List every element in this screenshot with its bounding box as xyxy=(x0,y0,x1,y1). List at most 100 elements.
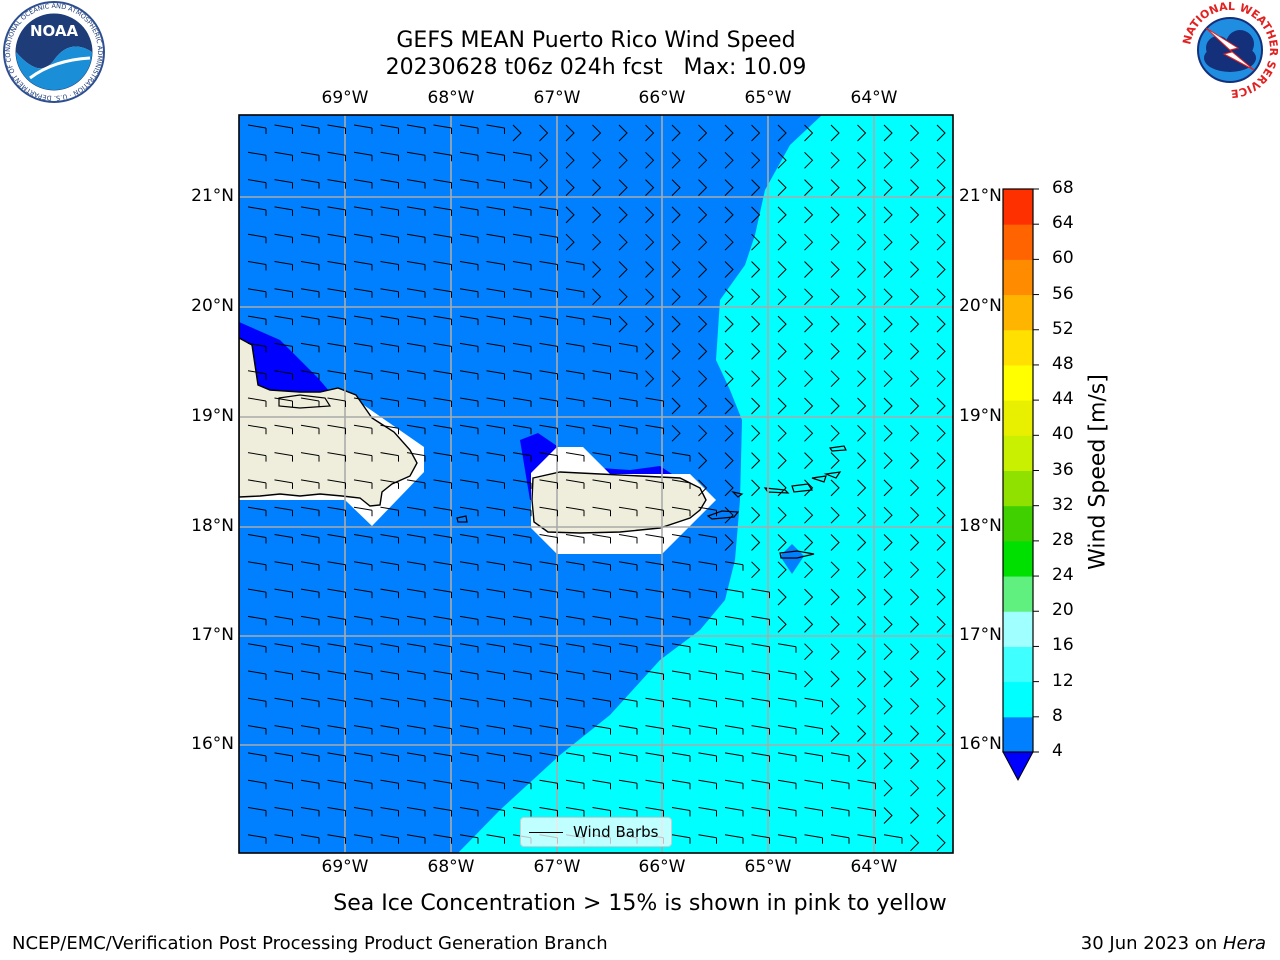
wind-barb xyxy=(883,752,893,770)
wind-barb xyxy=(565,233,575,251)
wind-barb xyxy=(274,506,293,517)
wind-barb xyxy=(830,807,850,817)
wind-barb xyxy=(671,643,691,653)
wind-barb xyxy=(592,561,611,571)
wind-barb xyxy=(380,615,399,626)
wind-barb xyxy=(671,834,691,844)
wind-barb xyxy=(777,616,787,633)
wind-barb xyxy=(274,643,293,653)
wind-barb xyxy=(592,452,611,462)
colorbar-tick-label: 60 xyxy=(1052,248,1074,269)
wind-barb xyxy=(327,807,346,817)
wind-barb xyxy=(830,752,850,762)
wind-barb xyxy=(353,424,373,435)
wind-barb xyxy=(459,206,479,216)
wind-barb xyxy=(910,725,920,742)
wind-barb xyxy=(380,261,399,271)
land-gonave xyxy=(278,394,332,409)
wind-barb xyxy=(406,834,426,844)
wind-barb xyxy=(565,288,585,298)
wind-barb xyxy=(592,506,611,517)
wind-barb xyxy=(671,807,691,817)
wind-barb xyxy=(910,834,920,852)
wind-barb xyxy=(883,452,893,469)
wind-barb xyxy=(777,588,787,606)
wind-barb xyxy=(406,424,426,435)
wind-barb xyxy=(539,779,558,790)
wind-barb xyxy=(592,124,602,142)
wind-barb xyxy=(565,261,585,271)
wind-barb xyxy=(804,506,814,524)
wind-barb xyxy=(804,725,823,735)
wind-barb xyxy=(671,506,691,517)
wind-barb xyxy=(300,561,320,571)
map-plot-area xyxy=(239,115,953,853)
wind-barb xyxy=(751,151,761,169)
wind-barb xyxy=(724,588,744,599)
lon-label-bottom: 67°W xyxy=(533,857,581,877)
wind-barb xyxy=(274,725,293,735)
colorbar-segment xyxy=(1003,611,1033,647)
lat-label-right: 21°N xyxy=(959,186,1002,206)
wind-barb xyxy=(857,288,867,306)
wind-barb xyxy=(857,670,867,688)
sea-ice-footnote: Sea Ice Concentration > 15% is shown in … xyxy=(333,891,947,916)
wind-barb xyxy=(300,725,320,735)
wind-barb xyxy=(830,206,840,224)
wind-barb xyxy=(486,643,505,653)
wind-barb xyxy=(459,807,479,817)
wind-barb xyxy=(910,452,920,469)
wind-barb xyxy=(353,342,373,353)
wind-barb xyxy=(883,561,893,579)
wind-barb xyxy=(883,670,893,688)
wind-barb xyxy=(565,342,585,353)
wind-barb xyxy=(724,615,744,626)
colorbar xyxy=(1002,188,1039,782)
lon-label-top: 65°W xyxy=(744,88,792,108)
wind-barb xyxy=(486,588,505,599)
wind-barb xyxy=(751,206,761,224)
wind-barb xyxy=(698,779,717,790)
wind-barb xyxy=(671,288,681,306)
wind-barb xyxy=(247,588,267,599)
wind-barb xyxy=(565,424,585,435)
wind-barb xyxy=(433,534,452,544)
wind-barb xyxy=(512,397,532,407)
wind-barb xyxy=(380,697,399,708)
wind-barb xyxy=(671,452,691,462)
wind-barb xyxy=(539,179,549,196)
wind-barb xyxy=(406,643,426,653)
wind-barb xyxy=(751,479,761,497)
wind-barb xyxy=(327,206,346,216)
wind-barb xyxy=(353,670,373,680)
wind-barb xyxy=(512,479,532,489)
wind-barb xyxy=(804,561,814,579)
wind-barb xyxy=(380,288,399,298)
wind-barb xyxy=(274,834,293,844)
wind-barb xyxy=(353,506,373,517)
wind-barb xyxy=(539,261,558,271)
wind-barb xyxy=(406,315,426,326)
wind-barb xyxy=(751,752,770,762)
wind-barb xyxy=(459,124,479,134)
wind-barb xyxy=(565,725,585,735)
wind-barb xyxy=(936,124,946,142)
wind-barb xyxy=(380,534,399,544)
colorbar-tick-label: 68 xyxy=(1052,178,1074,198)
wind-barb xyxy=(539,151,549,169)
wind-barb xyxy=(486,288,505,298)
wind-barb xyxy=(698,452,708,469)
wind-barb xyxy=(910,206,920,224)
wind-barb xyxy=(327,697,346,708)
wind-barb xyxy=(565,534,585,544)
wind-barb xyxy=(459,452,479,462)
wind-barb xyxy=(274,124,293,134)
wind-barb xyxy=(592,725,611,735)
wind-barb xyxy=(671,779,691,790)
wind-barb xyxy=(300,233,320,244)
wind-barb xyxy=(830,534,840,551)
wind-barb xyxy=(565,370,585,380)
wind-barb xyxy=(300,124,320,134)
wind-barb xyxy=(539,397,558,407)
wind-barb xyxy=(592,424,611,435)
